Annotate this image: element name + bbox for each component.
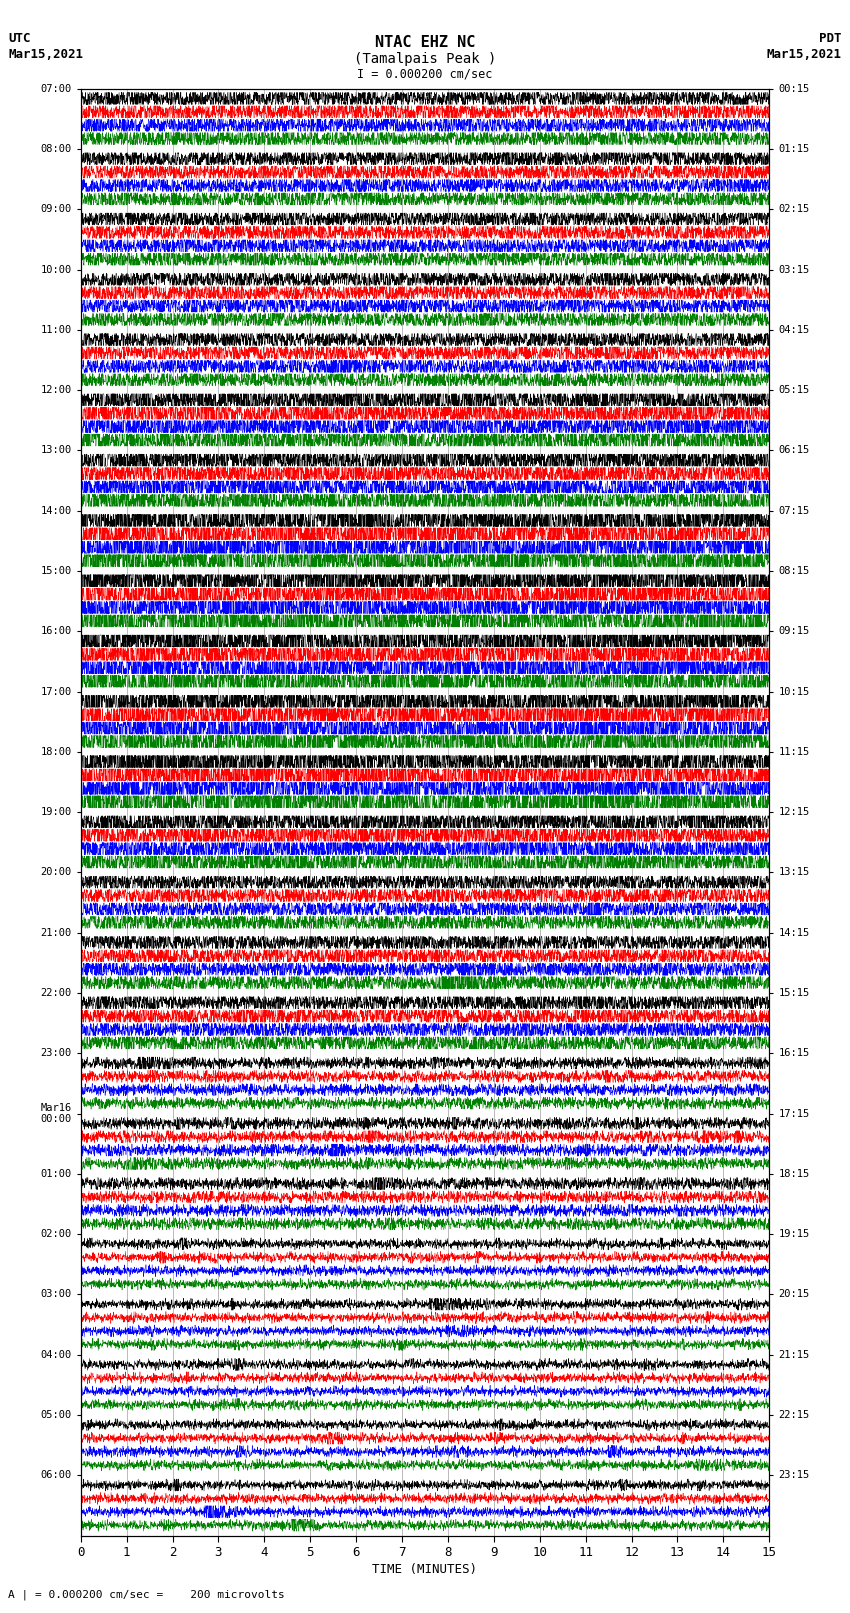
- Text: A | = 0.000200 cm/sec =    200 microvolts: A | = 0.000200 cm/sec = 200 microvolts: [8, 1589, 286, 1600]
- Text: I = 0.000200 cm/sec: I = 0.000200 cm/sec: [357, 68, 493, 81]
- Text: UTC: UTC: [8, 32, 31, 45]
- X-axis label: TIME (MINUTES): TIME (MINUTES): [372, 1563, 478, 1576]
- Text: Mar15,2021: Mar15,2021: [8, 48, 83, 61]
- Text: (Tamalpais Peak ): (Tamalpais Peak ): [354, 52, 496, 66]
- Text: PDT: PDT: [819, 32, 842, 45]
- Text: Mar15,2021: Mar15,2021: [767, 48, 842, 61]
- Text: NTAC EHZ NC: NTAC EHZ NC: [375, 35, 475, 50]
